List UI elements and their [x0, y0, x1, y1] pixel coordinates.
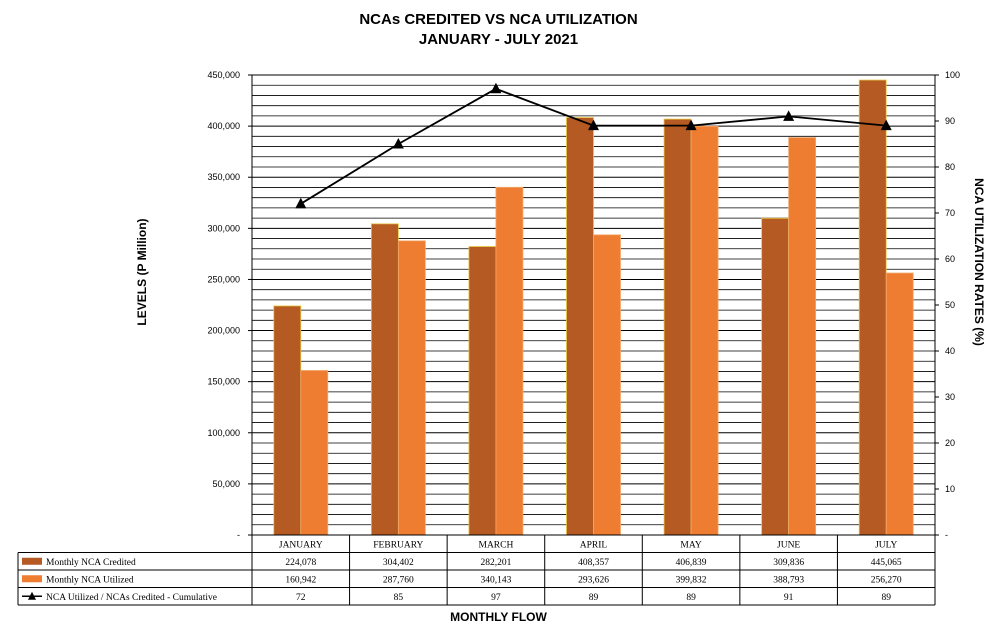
- y2-tick-label: 50: [945, 300, 955, 310]
- bar-monthly-nca-utilized: [397, 240, 426, 536]
- y-tick-label: 300,000: [207, 223, 240, 233]
- y-tick-label: 450,000: [207, 70, 240, 80]
- x-axis-label: MONTHLY FLOW: [450, 610, 547, 624]
- line-marker: [490, 82, 502, 94]
- y2-tick-label: 70: [945, 208, 955, 218]
- legend-label: NCA Utilized / NCAs Credited - Cumulativ…: [46, 593, 217, 603]
- table-cell-value: 160,942: [285, 575, 316, 585]
- table-month-header: JUNE: [777, 541, 800, 551]
- line-marker: [783, 110, 795, 121]
- y2-tick-label: 40: [945, 346, 955, 356]
- y2-tick-label: 80: [945, 162, 955, 172]
- table-month-header: JANUARY: [279, 541, 323, 551]
- line-marker: [588, 119, 599, 131]
- bar-monthly-nca-credited: [370, 223, 399, 536]
- table-month-header: MARCH: [479, 541, 514, 551]
- bar-monthly-nca-credited: [468, 246, 497, 536]
- y-tick-label: 400,000: [207, 121, 240, 131]
- bar-monthly-nca-utilized: [300, 370, 329, 536]
- table-cell-value: 256,270: [871, 575, 902, 585]
- y2-tick-label: 60: [945, 254, 955, 264]
- table-cell-value: 91: [784, 593, 794, 603]
- table-cell-value: 89: [686, 593, 696, 603]
- table-cell-value: 309,836: [773, 558, 804, 568]
- table-cell-value: 293,626: [578, 575, 609, 585]
- legend-label: Monthly NCA Utilized: [46, 575, 134, 585]
- y2-tick-label: 20: [945, 438, 955, 448]
- y-tick-label: 100,000: [207, 428, 240, 438]
- y-tick-label: 250,000: [207, 274, 240, 284]
- y-tick-label: 200,000: [207, 326, 240, 336]
- legend-key-credited: [22, 557, 42, 565]
- y2-tick-label: 10: [945, 484, 955, 494]
- y2-tick-label: 30: [945, 392, 955, 402]
- y2-axis-title: NCA UTILIZATION RATES (%): [972, 178, 986, 346]
- y-tick-label: 150,000: [207, 377, 240, 387]
- bar-monthly-nca-credited: [858, 79, 887, 536]
- bar-monthly-nca-credited: [761, 217, 790, 536]
- table-cell-value: 224,078: [285, 558, 316, 568]
- bar-monthly-nca-utilized: [885, 272, 914, 536]
- bar-monthly-nca-credited: [663, 118, 692, 536]
- table-cell-value: 304,402: [383, 558, 414, 568]
- table-cell-value: 85: [394, 593, 404, 603]
- chart-subtitle: JANUARY - JULY 2021: [418, 31, 579, 48]
- bar-monthly-nca-utilized: [788, 137, 817, 536]
- legend-key-marker: [28, 591, 36, 600]
- line-marker: [880, 119, 892, 131]
- bar-monthly-nca-utilized: [690, 125, 719, 536]
- table-cell-value: 406,839: [676, 558, 707, 568]
- table-cell-value: 89: [589, 593, 599, 603]
- table-month-header: MAY: [680, 541, 701, 551]
- legend-label: Monthly NCA Credited: [46, 558, 136, 568]
- table-cell-value: 445,065: [871, 558, 902, 568]
- table-cell-value: 340,143: [480, 575, 511, 585]
- line-marker: [392, 138, 404, 149]
- bar-monthly-nca-utilized: [593, 234, 621, 536]
- line-marker: [295, 197, 307, 209]
- table-month-header: JULY: [875, 541, 897, 551]
- y2-tick-label: 100: [945, 70, 960, 80]
- bar-monthly-nca-credited: [566, 117, 594, 536]
- table-cell-value: 399,832: [676, 575, 707, 585]
- line-marker: [685, 119, 697, 131]
- table-cell-value: 89: [881, 593, 891, 603]
- chart-title: NCAs CREDITED VS NCA UTILIZATION: [359, 11, 638, 28]
- table-cell-value: 388,793: [773, 575, 804, 585]
- bar-monthly-nca-utilized: [495, 186, 524, 536]
- bar-monthly-nca-credited: [273, 305, 302, 536]
- y-tick-label: 50,000: [212, 479, 240, 489]
- table-cell-value: 408,357: [578, 558, 609, 568]
- table-month-header: FEBRUARY: [373, 541, 423, 551]
- y-axis-title: LEVELS (P Million): [135, 218, 149, 325]
- table-month-header: APRIL: [580, 541, 608, 551]
- table-cell-value: 287,760: [383, 575, 414, 585]
- y-tick-label: 350,000: [207, 172, 240, 182]
- y-tick-label: -: [237, 530, 240, 540]
- table-cell-value: 282,201: [480, 558, 511, 568]
- legend-key-utilized: [22, 575, 42, 583]
- table-cell-value: 72: [296, 593, 306, 603]
- table-cell-value: 97: [491, 593, 501, 603]
- y2-tick-label: -: [945, 530, 948, 540]
- y2-tick-label: 90: [945, 116, 955, 126]
